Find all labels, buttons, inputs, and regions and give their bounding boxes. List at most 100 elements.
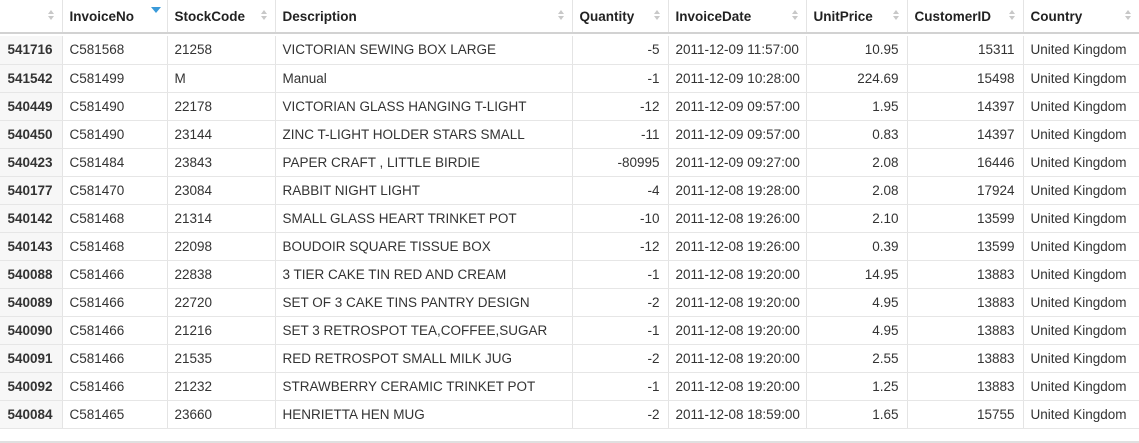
cell-invoicedate: 2011-12-08 19:26:00 [668, 204, 807, 233]
cell-stockcode: 23843 [167, 148, 276, 177]
cell-country: United Kingdom [1023, 148, 1139, 177]
cell-row-number: 540091 [0, 344, 63, 373]
table-row[interactable]: 540084 C581465 23660 HENRIETTA HEN MUG -2 201… [0, 400, 1139, 429]
cell-invoiceno: C581468 [62, 204, 168, 233]
cell-unitprice: 1.65 [806, 400, 908, 429]
sort-icon[interactable] [1008, 10, 1016, 22]
cell-unitprice: 0.83 [806, 120, 908, 149]
cell-invoicedate: 2011-12-09 10:28:00 [668, 64, 807, 93]
column-header-stockcode[interactable]: StockCode [167, 0, 276, 34]
table-row[interactable]: 540423 C581484 23843 PAPER CRAFT , LITTLE B… [0, 148, 1139, 177]
cell-customerid: 15311 [907, 36, 1024, 65]
table-row[interactable]: 540143 C581468 22098 BOUDOIR SQUARE TISSUE … [0, 232, 1139, 261]
cell-stockcode: 22720 [167, 288, 276, 317]
cell-country: United Kingdom [1023, 36, 1139, 65]
cell-country: United Kingdom [1023, 176, 1139, 205]
cell-quantity: -11 [572, 120, 669, 149]
cell-country: United Kingdom [1023, 288, 1139, 317]
column-header-quantity[interactable]: Quantity [572, 0, 669, 34]
cell-invoiceno: C581568 [62, 36, 168, 65]
sort-icon[interactable] [47, 10, 55, 22]
cell-customerid: 13883 [907, 372, 1024, 401]
cell-country: United Kingdom [1023, 400, 1139, 429]
cell-description: SMALL GLASS HEART TRINKET POT [275, 204, 573, 233]
table-row[interactable]: 540450 C581490 23144 ZINC T-LIGHT HOLDER ST… [0, 120, 1139, 149]
cell-customerid: 14397 [907, 120, 1024, 149]
cell-invoiceno: C581470 [62, 176, 168, 205]
column-header-rownames[interactable] [0, 0, 63, 34]
sort-icon[interactable] [653, 10, 661, 22]
cell-quantity: -2 [572, 400, 669, 429]
cell-stockcode: 23144 [167, 120, 276, 149]
cell-invoiceno: C581466 [62, 316, 168, 345]
cell-invoiceno: C581490 [62, 92, 168, 121]
cell-invoicedate: 2011-12-09 09:57:00 [668, 92, 807, 121]
cell-row-number: 540088 [0, 260, 63, 289]
cell-description: VICTORIAN SEWING BOX LARGE [275, 36, 573, 65]
cell-row-number: 540449 [0, 92, 63, 121]
column-header-label: InvoiceNo [69, 8, 135, 24]
cell-quantity: -10 [572, 204, 669, 233]
table-row[interactable]: 540092 C581466 21232 STRAWBERRY CERAMIC TRI… [0, 372, 1139, 401]
cell-description: STRAWBERRY CERAMIC TRINKET POT [275, 372, 573, 401]
cell-unitprice: 0.39 [806, 232, 908, 261]
cell-customerid: 17924 [907, 176, 1024, 205]
table-row[interactable]: 540449 C581490 22178 VICTORIAN GLASS HANGIN… [0, 92, 1139, 121]
column-header-invoiceno[interactable]: InvoiceNo [62, 0, 168, 34]
cell-invoiceno: C581466 [62, 372, 168, 401]
cell-unitprice: 2.55 [806, 344, 908, 373]
column-header-label: CustomerID [914, 8, 992, 24]
cell-stockcode: 23660 [167, 400, 276, 429]
cell-unitprice: 4.95 [806, 316, 908, 345]
cell-stockcode: 21258 [167, 36, 276, 65]
cell-row-number: 540177 [0, 176, 63, 205]
cell-quantity: -5 [572, 36, 669, 65]
cell-row-number: 541716 [0, 36, 63, 65]
cell-invoiceno: C581490 [62, 120, 168, 149]
cell-customerid: 13883 [907, 316, 1024, 345]
cell-unitprice: 1.25 [806, 372, 908, 401]
table-row[interactable]: 540091 C581466 21535 RED RETROSPOT SMALL MI… [0, 344, 1139, 373]
column-header-customerid[interactable]: CustomerID [907, 0, 1024, 34]
cell-unitprice: 1.95 [806, 92, 908, 121]
table-row[interactable]: 540089 C581466 22720 SET OF 3 CAKE TINS PAN… [0, 288, 1139, 317]
cell-invoicedate: 2011-12-08 19:20:00 [668, 344, 807, 373]
data-table: InvoiceNo StockCode Description Quantity… [0, 0, 1139, 429]
table-row[interactable]: 540142 C581468 21314 SMALL GLASS HEART TRIN… [0, 204, 1139, 233]
cell-stockcode: M [167, 64, 276, 93]
table-row[interactable]: 540090 C581466 21216 SET 3 RETROSPOT TEA,CO… [0, 316, 1139, 345]
column-header-country[interactable]: Country [1023, 0, 1139, 34]
cell-quantity: -1 [572, 372, 669, 401]
cell-invoicedate: 2011-12-08 19:28:00 [668, 176, 807, 205]
cell-quantity: -1 [572, 64, 669, 93]
cell-stockcode: 22838 [167, 260, 276, 289]
table-row[interactable]: 540177 C581470 23084 RABBIT NIGHT LIGHT -4 20… [0, 176, 1139, 205]
table-row[interactable]: 541716 C581568 21258 VICTORIAN SEWING BOX L… [0, 36, 1139, 65]
cell-row-number: 540143 [0, 232, 63, 261]
column-header-label: Quantity [579, 8, 635, 24]
column-header-invoicedate[interactable]: InvoiceDate [668, 0, 807, 34]
sort-icon[interactable] [557, 10, 565, 22]
cell-unitprice: 2.10 [806, 204, 908, 233]
sort-icon[interactable] [791, 10, 799, 22]
cell-description: PAPER CRAFT , LITTLE BIRDIE [275, 148, 573, 177]
table-row[interactable]: 541542 C581499 M Manual -1 2011-12-09 10:28:0… [0, 64, 1139, 93]
sort-icon[interactable] [892, 10, 900, 22]
cell-unitprice: 2.08 [806, 148, 908, 177]
cell-customerid: 13883 [907, 260, 1024, 289]
cell-country: United Kingdom [1023, 64, 1139, 93]
cell-invoicedate: 2011-12-09 09:57:00 [668, 120, 807, 149]
sort-icon[interactable] [260, 10, 268, 22]
cell-quantity: -12 [572, 92, 669, 121]
table-row[interactable]: 540088 C581466 22838 3 TIER CAKE TIN RED AN… [0, 260, 1139, 289]
column-header-description[interactable]: Description [275, 0, 573, 34]
cell-row-number: 540084 [0, 400, 63, 429]
sort-icon[interactable] [1124, 10, 1132, 22]
cell-stockcode: 21232 [167, 372, 276, 401]
column-header-unitprice[interactable]: UnitPrice [806, 0, 908, 34]
sort-descending-icon[interactable] [150, 7, 161, 13]
cell-invoiceno: C581465 [62, 400, 168, 429]
cell-invoicedate: 2011-12-08 19:20:00 [668, 288, 807, 317]
horizontal-scrollbar[interactable] [0, 441, 1139, 443]
cell-customerid: 13883 [907, 344, 1024, 373]
